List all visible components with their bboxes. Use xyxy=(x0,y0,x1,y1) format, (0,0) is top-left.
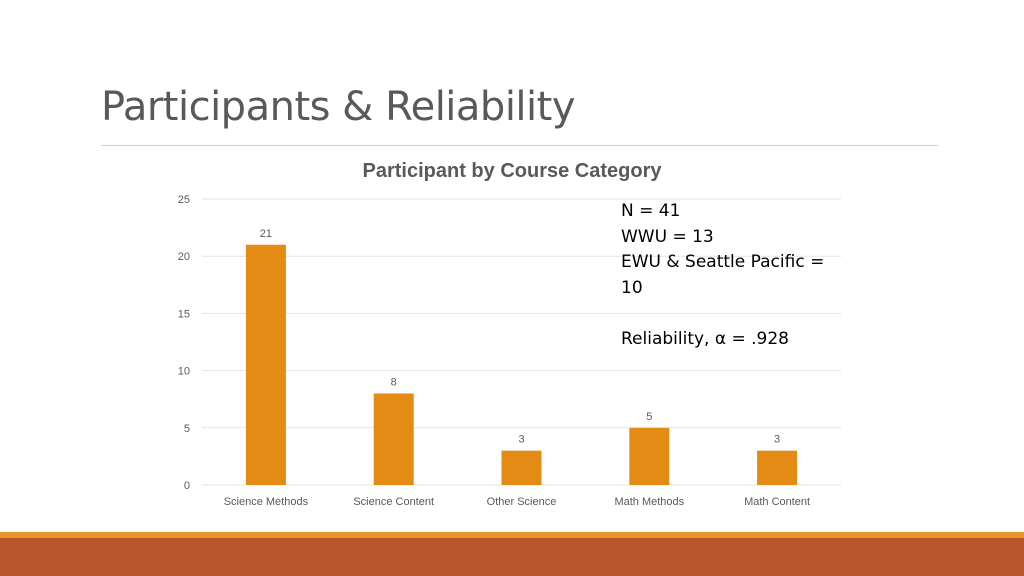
bar xyxy=(245,244,286,485)
y-tick-label: 20 xyxy=(178,251,190,263)
footer-accent-bar xyxy=(0,538,1024,576)
data-label: 3 xyxy=(774,434,780,446)
slide-title: Participants & Reliability xyxy=(101,84,576,130)
note-spacer xyxy=(621,301,841,327)
data-label: 21 xyxy=(260,228,272,240)
y-tick-label: 10 xyxy=(178,366,190,378)
x-tick-label: Science Content xyxy=(353,496,434,508)
bar xyxy=(757,450,798,485)
x-tick-label: Math Methods xyxy=(614,496,684,508)
summary-notes: N = 41 WWU = 13 EWU & Seattle Pacific = … xyxy=(621,199,841,352)
note-n-total: N = 41 xyxy=(621,201,681,221)
bar xyxy=(629,427,670,485)
data-label: 8 xyxy=(391,376,397,388)
y-tick-label: 15 xyxy=(178,308,190,320)
y-tick-label: 5 xyxy=(184,423,190,435)
x-tick-label: Science Methods xyxy=(224,496,309,508)
y-tick-label: 0 xyxy=(184,480,190,492)
note-ewu-seattle-pacific: EWU & Seattle Pacific = 10 xyxy=(621,252,825,298)
y-tick-label: 25 xyxy=(178,194,190,206)
note-reliability: Reliability, α = .928 xyxy=(621,328,789,349)
data-label: 3 xyxy=(518,434,524,446)
bar xyxy=(373,393,414,485)
title-divider xyxy=(101,145,938,146)
bar xyxy=(501,450,542,485)
footer-accent-stripe xyxy=(0,532,1024,538)
x-tick-label: Math Content xyxy=(744,496,810,508)
x-tick-label: Other Science xyxy=(487,496,557,508)
data-label: 5 xyxy=(646,411,652,423)
note-wwu: WWU = 13 xyxy=(621,226,714,247)
chart-title: Participant by Course Category xyxy=(363,160,663,182)
